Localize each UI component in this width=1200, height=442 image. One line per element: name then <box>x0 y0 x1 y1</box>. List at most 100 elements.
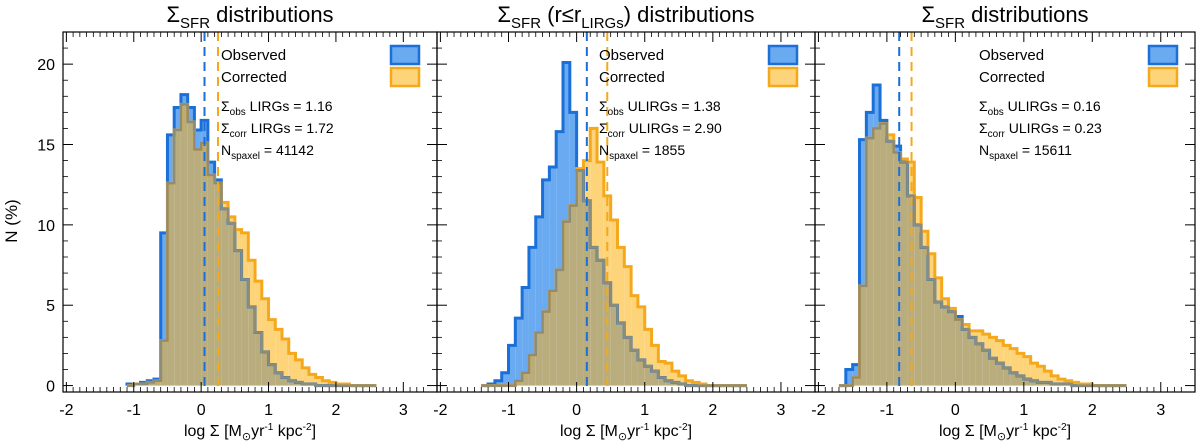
x-tick-label: 3 <box>399 402 408 419</box>
histogram-bar-overlap <box>644 366 652 386</box>
histogram-bar-overlap <box>955 319 963 386</box>
histogram-bar-overlap <box>535 332 543 386</box>
histogram-bar-overlap <box>651 371 659 386</box>
histogram-bar-overlap <box>1016 375 1024 386</box>
legend-label-observed: Observed <box>979 47 1044 64</box>
histogram-bar-excess <box>996 340 1004 364</box>
legend-label-corrected: Corrected <box>599 69 665 86</box>
histogram-bar-excess <box>315 377 323 386</box>
histogram-bar-excess <box>671 371 679 383</box>
histogram-bar-overlap <box>914 224 922 386</box>
histogram-bar-overlap <box>927 279 935 386</box>
histogram-bar-overlap <box>886 141 894 386</box>
histogram-bar-excess <box>603 195 611 283</box>
histogram-bar-excess <box>302 367 309 384</box>
histogram-bar-excess <box>308 374 316 384</box>
histogram-bar-excess <box>288 353 296 381</box>
histogram-bar-overlap <box>180 104 188 386</box>
histogram-bar-excess <box>556 131 563 270</box>
histogram-bar-excess <box>228 216 235 224</box>
histogram-bar-excess <box>982 334 990 351</box>
histogram-bar-excess <box>692 382 700 386</box>
histogram-bar-overlap <box>900 162 908 386</box>
histogram-bar-excess <box>508 345 516 386</box>
x-tick-label: 1 <box>264 402 273 419</box>
x-tick-label: -2 <box>811 402 825 419</box>
histogram-bar-excess <box>1003 345 1011 368</box>
histogram-bar-overlap <box>556 269 563 386</box>
histogram-bar-excess <box>295 359 303 383</box>
histogram-bar-excess <box>583 160 591 201</box>
stat-line: Σobs ULIRGs = 0.16 <box>979 98 1101 118</box>
histogram-bar-excess <box>1016 353 1024 376</box>
stat-line: Σcorr ULIRGs = 0.23 <box>979 120 1102 140</box>
histogram-bar-excess <box>528 247 536 356</box>
histogram-bar-overlap <box>893 152 901 386</box>
histogram-bar-excess <box>969 330 976 338</box>
histogram-bar-overlap <box>948 311 956 386</box>
histogram-bar-excess <box>275 329 283 373</box>
x-tick-label: -2 <box>433 402 447 419</box>
histogram-bar-excess <box>685 380 693 386</box>
histogram-bar-excess <box>845 369 853 386</box>
histogram-bar-excess <box>522 287 529 373</box>
histogram-bar-overlap <box>255 332 262 386</box>
histogram-bar-excess <box>201 120 208 143</box>
histogram-bar-overlap <box>941 306 949 386</box>
histogram-bar-overlap <box>617 322 625 386</box>
histogram-bar-overlap <box>275 372 283 386</box>
histogram-bar-excess <box>934 277 942 302</box>
x-axis-label: log Σ [M⊙yr-1 kpc-2] <box>939 422 1071 442</box>
x-tick-label: 2 <box>708 402 717 419</box>
x-tick-label: 1 <box>640 402 649 419</box>
histogram-bar-excess <box>174 107 181 131</box>
histogram-bar-excess <box>651 345 659 372</box>
legend-swatch-observed <box>389 44 421 66</box>
histogram-bar-excess <box>187 107 195 122</box>
histogram-bar-excess <box>1071 382 1079 386</box>
histogram-bar-excess <box>914 197 922 225</box>
histogram-bar-overlap <box>658 377 666 386</box>
histogram-bar-overlap <box>234 250 242 386</box>
histogram-bar-excess <box>955 316 963 320</box>
histogram-bar-excess <box>248 260 256 307</box>
histogram-bar-excess <box>329 382 336 386</box>
histogram-bar-excess <box>501 372 509 386</box>
histogram-bar-excess <box>610 220 618 306</box>
histogram-bar-excess <box>590 128 598 248</box>
x-axis-label: log Σ [M⊙yr-1 kpc-2] <box>184 422 316 442</box>
histogram-bar-excess <box>282 338 289 378</box>
histogram-bar-excess <box>1051 375 1059 384</box>
histogram-bar-overlap <box>852 377 860 386</box>
histogram-bar-excess <box>549 167 557 291</box>
histogram-bar-overlap <box>153 380 161 386</box>
x-tick-label: 0 <box>951 402 960 419</box>
histogram-bar-overlap <box>590 247 598 386</box>
histogram-bar-overlap <box>637 359 645 386</box>
histogram-bar-excess <box>658 361 666 378</box>
histogram-bar-excess <box>893 146 901 153</box>
legend-label-observed: Observed <box>599 47 664 64</box>
panel-1: -2 -1 0 1 2 3 0 5 10 15 20 ΣSFR distributions log Σ … <box>37 2 438 442</box>
histogram-bar-overlap <box>528 355 536 386</box>
histogram-bar-overlap <box>147 382 154 386</box>
histogram-bar-excess <box>515 318 523 381</box>
legend-swatch-corrected <box>767 66 799 88</box>
histogram-bar-excess <box>255 281 262 333</box>
histogram-bar-overlap <box>207 175 215 386</box>
histogram-bar-overlap <box>1010 372 1017 386</box>
histogram-bar-excess <box>494 380 502 386</box>
legend-label-corrected: Corrected <box>979 69 1045 86</box>
histogram-bar-excess <box>241 232 249 280</box>
histogram-bar-overlap <box>989 358 997 386</box>
histogram-bar-overlap <box>268 364 276 386</box>
histogram-bar-excess <box>631 295 638 351</box>
histogram-bar-excess <box>160 232 168 341</box>
panel-title: ΣSFR (r≤rLIRGs) distributions <box>497 2 754 32</box>
histogram-bar-overlap <box>1030 380 1038 386</box>
histogram-bar-overlap <box>982 350 990 386</box>
histogram-bar-excess <box>268 319 276 365</box>
histogram-bar-excess <box>866 112 874 139</box>
histogram-bar-overlap <box>295 382 303 386</box>
histogram-bar-excess <box>617 247 625 323</box>
